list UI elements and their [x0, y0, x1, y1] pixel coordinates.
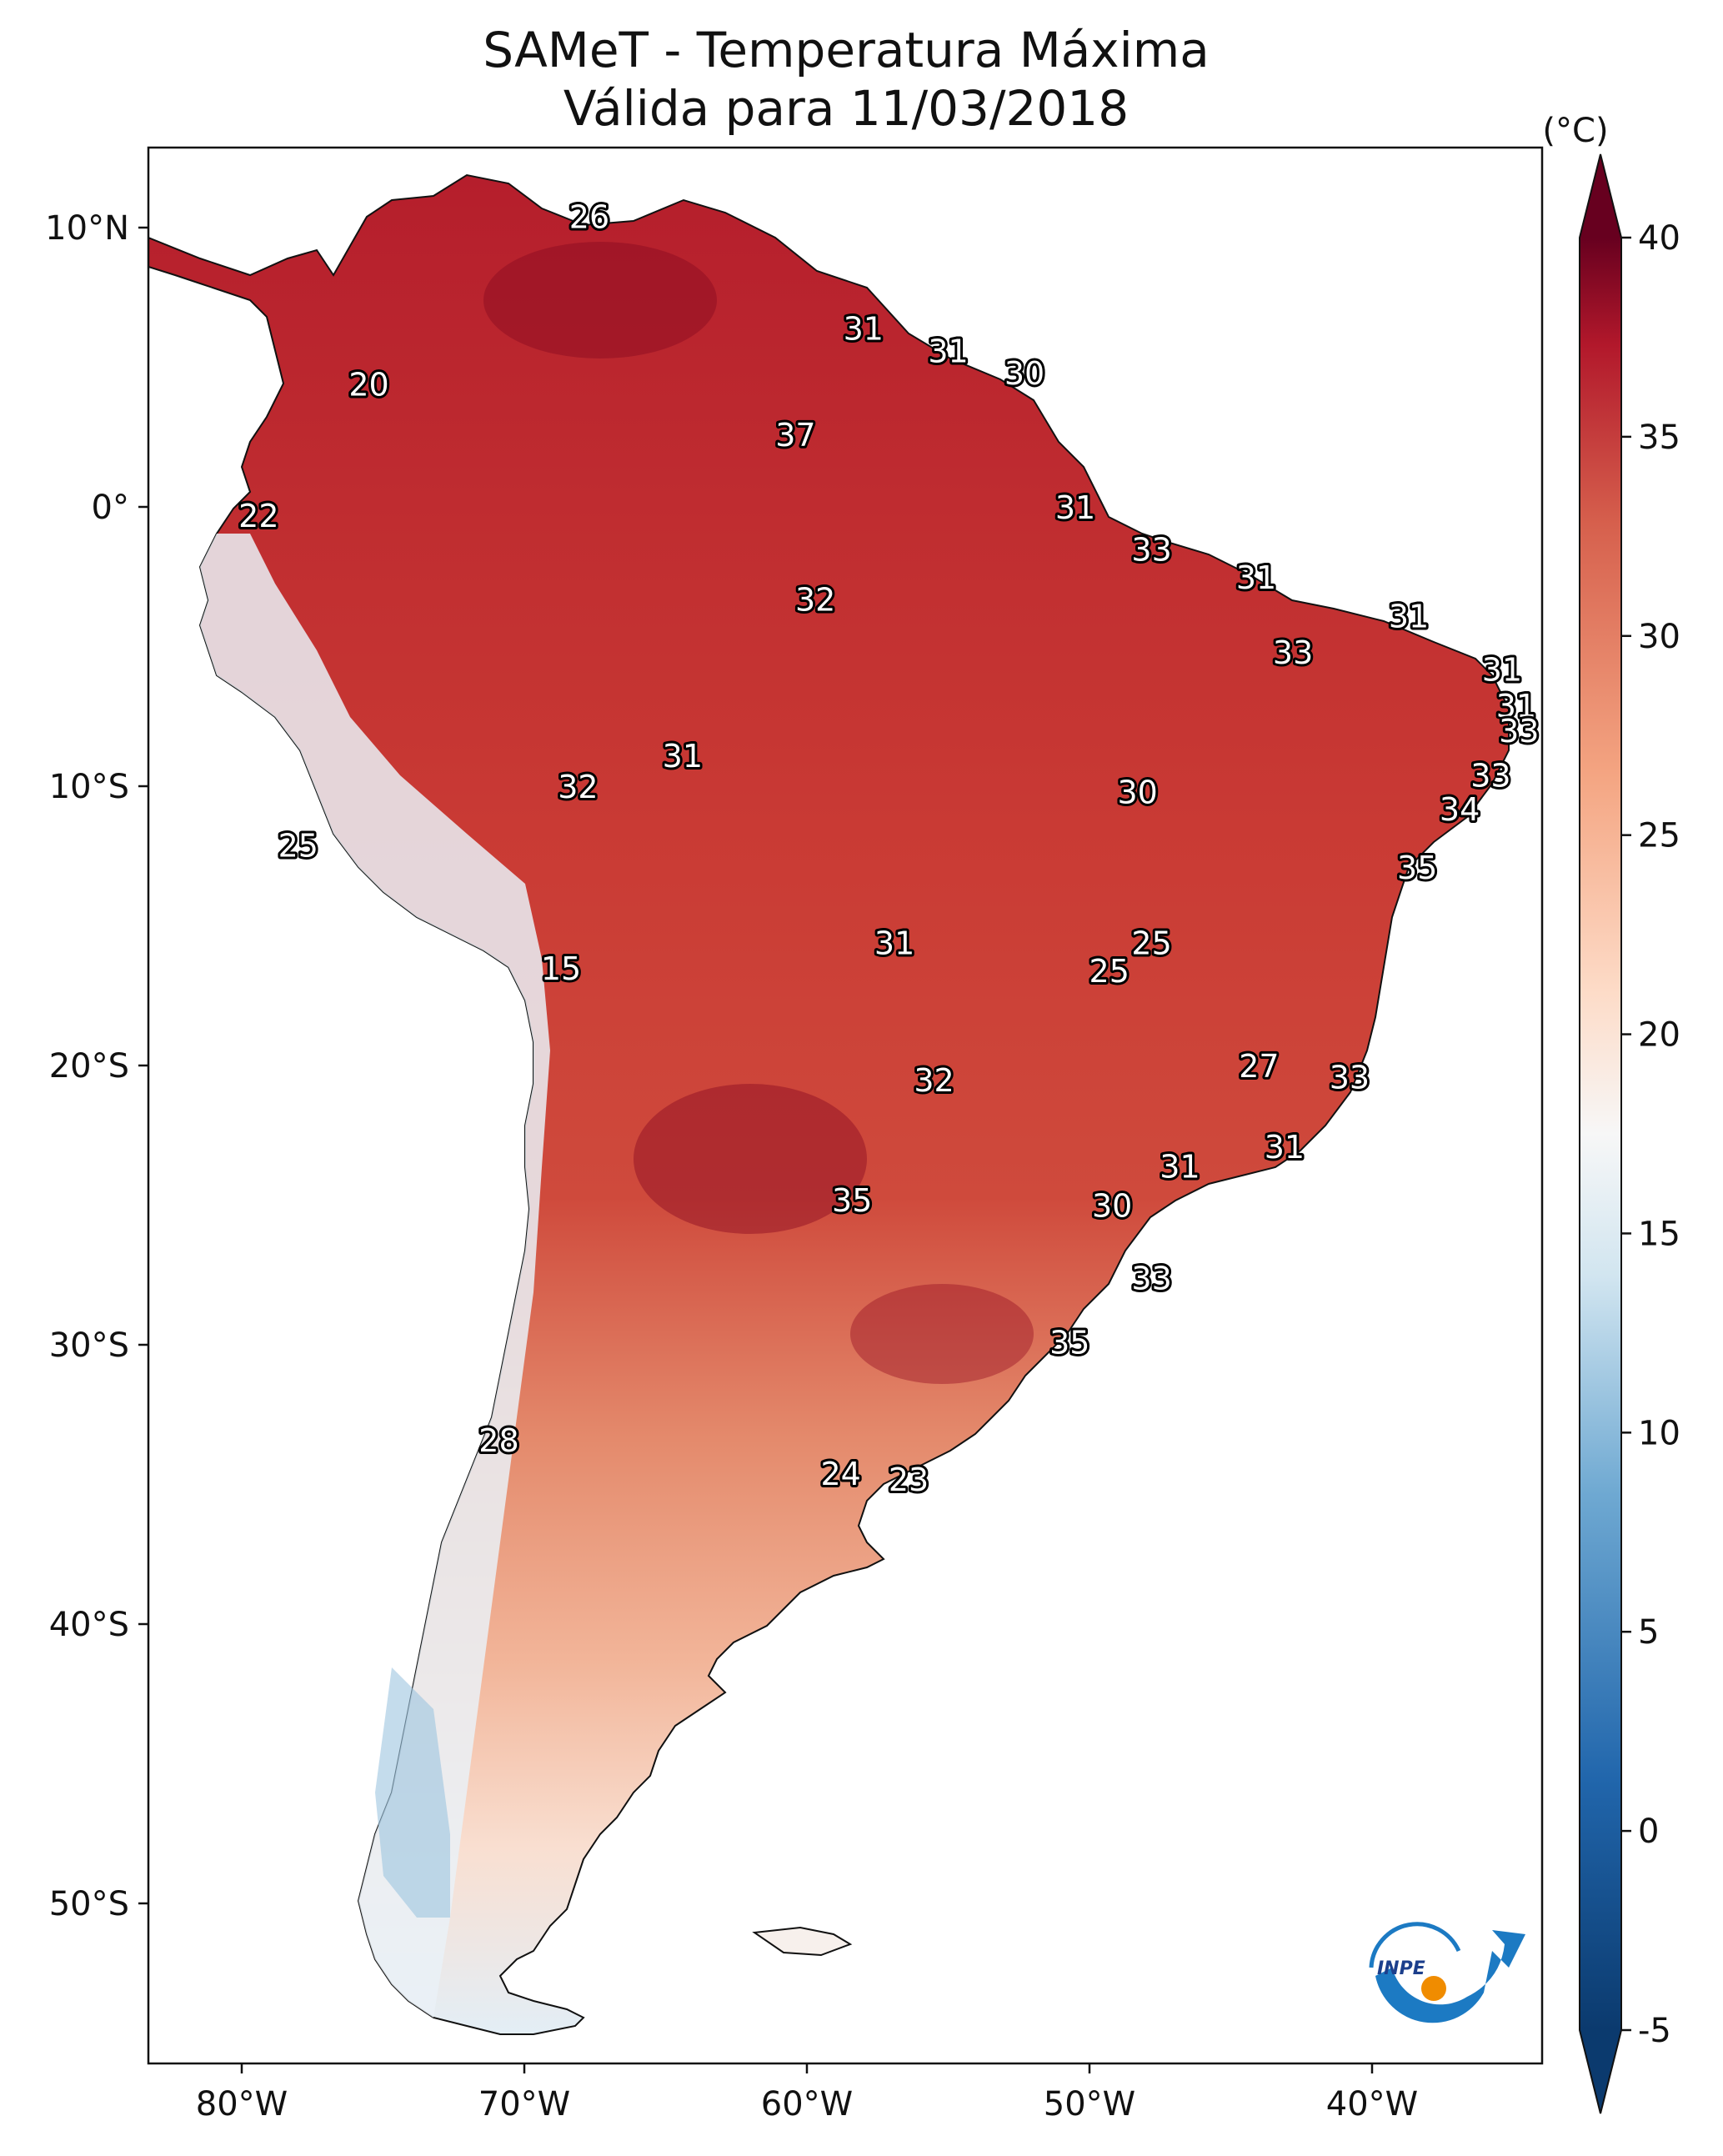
temperature-label: 27 — [1239, 1048, 1279, 1085]
inpe-logo: INPE — [1369, 1922, 1525, 2023]
lat-tick-label: 30°S — [49, 1326, 129, 1365]
temperature-label: 33 — [1131, 1261, 1171, 1297]
temperature-label: 31 — [928, 333, 968, 369]
colorbar-tick-label: 20 — [1638, 1016, 1680, 1055]
colorbar-tick-label: 25 — [1638, 817, 1680, 855]
colorbar-unit: (°C) — [1542, 112, 1608, 150]
temperature-label: 32 — [914, 1062, 954, 1099]
temperature-label: 35 — [1049, 1325, 1089, 1361]
lon-tick-label: 70°W — [478, 2085, 570, 2123]
temperature-label: 32 — [558, 769, 598, 805]
falkland-islands — [752, 1926, 853, 1957]
colorbar-tick-label: 10 — [1638, 1414, 1680, 1452]
temperature-label: 25 — [278, 827, 318, 864]
patagonia-cold-zone — [375, 1667, 450, 1918]
colorbar-ticks: 40 35 30 25 20 15 10 5 0 -5 — [1621, 219, 1680, 2050]
temperature-label: 31 — [1160, 1149, 1200, 1186]
lat-tick-label: 20°S — [49, 1047, 129, 1086]
temperature-label: 22 — [238, 498, 278, 534]
temperature-label: 25 — [1089, 953, 1129, 990]
colorbar-tick-label: 0 — [1638, 1813, 1659, 1851]
temperature-label: 26 — [569, 199, 609, 236]
lon-tick-label: 50°W — [1044, 2085, 1135, 2123]
temperature-label: 35 — [1397, 850, 1437, 886]
temperature-label: 15 — [541, 950, 581, 987]
temperature-label: 31 — [1496, 688, 1536, 725]
temperature-label: 24 — [821, 1456, 861, 1492]
temperature-label: 33 — [1499, 713, 1539, 750]
lon-tick-label: 40°W — [1326, 2085, 1418, 2123]
temperature-label: 33 — [1330, 1059, 1370, 1096]
temperature-label: 25 — [1131, 925, 1171, 962]
lon-tick-label: 60°W — [761, 2085, 853, 2123]
colorbar-tick-label: -5 — [1638, 2012, 1671, 2050]
colorbar-bottom-arrow — [1580, 2030, 1621, 2113]
inpe-swirl-icon — [1369, 1922, 1461, 1968]
temperature-label: 30 — [1117, 775, 1157, 811]
temperature-label: 33 — [1470, 758, 1510, 795]
temperature-label: 30 — [1092, 1188, 1132, 1225]
longitude-ticks: 80°W 70°W 60°W 50°W 40°W — [196, 2063, 1418, 2123]
colorbar-tick-label: 5 — [1638, 1613, 1659, 1652]
inpe-logo-icon — [1375, 1930, 1525, 2023]
lon-tick-label: 80°W — [196, 2085, 288, 2123]
lat-tick-label: 0° — [92, 489, 129, 527]
inpe-logo-text: INPE — [1377, 1958, 1425, 1979]
latitude-ticks: 10°N 0° 10°S 20°S 30°S 40°S 50°S — [45, 209, 148, 1923]
temperature-label: 31 — [1389, 599, 1429, 635]
title-line-1: SAMeT - Temperatura Máxima — [483, 22, 1210, 78]
temperature-label: 33 — [1273, 634, 1313, 671]
title-line-2: Válida para 11/03/2018 — [563, 80, 1129, 137]
temperature-label: 28 — [478, 1422, 518, 1459]
map-panel — [148, 148, 1542, 2063]
hot-core-north — [483, 242, 717, 358]
colorbar-tick-label: 40 — [1638, 219, 1680, 258]
temperature-label: 31 — [844, 311, 884, 348]
temperature-label: 31 — [663, 738, 703, 775]
temperature-label: 31 — [1236, 559, 1276, 596]
temperature-label: 20 — [348, 367, 388, 404]
temperature-label: 31 — [1265, 1129, 1305, 1166]
lat-tick-label: 10°N — [45, 209, 129, 248]
colorbar-top-arrow — [1580, 154, 1621, 238]
temperature-label: 35 — [832, 1182, 872, 1219]
temperature-label: 31 — [1055, 489, 1095, 526]
colorbar: (°C) 40 35 30 25 20 15 10 5 0 -5 — [1542, 112, 1680, 2114]
temperature-label: 31 — [1482, 651, 1522, 688]
hot-core-chaco — [634, 1084, 867, 1234]
andes-cool-band — [200, 534, 550, 2018]
temperature-label: 37 — [775, 417, 815, 454]
temperature-label: 32 — [795, 582, 835, 619]
colorbar-tick-label: 35 — [1638, 419, 1680, 457]
colorbar-body — [1580, 238, 1621, 2030]
hot-core-south-brazil — [850, 1284, 1034, 1384]
colorbar-tick-label: 15 — [1638, 1215, 1680, 1253]
map-frame — [147, 146, 1544, 2065]
temperature-label: 30 — [1004, 355, 1044, 392]
temperature-label: 31 — [874, 925, 914, 962]
lat-tick-label: 10°S — [49, 768, 129, 806]
inpe-orange-dot — [1421, 1976, 1446, 2001]
lat-tick-label: 40°S — [49, 1606, 129, 1644]
temperature-label: 33 — [1131, 531, 1171, 568]
temperature-label: 23 — [889, 1462, 929, 1498]
lat-tick-label: 50°S — [49, 1885, 129, 1923]
temperature-label: 34 — [1440, 791, 1480, 828]
colorbar-tick-label: 30 — [1638, 618, 1680, 656]
